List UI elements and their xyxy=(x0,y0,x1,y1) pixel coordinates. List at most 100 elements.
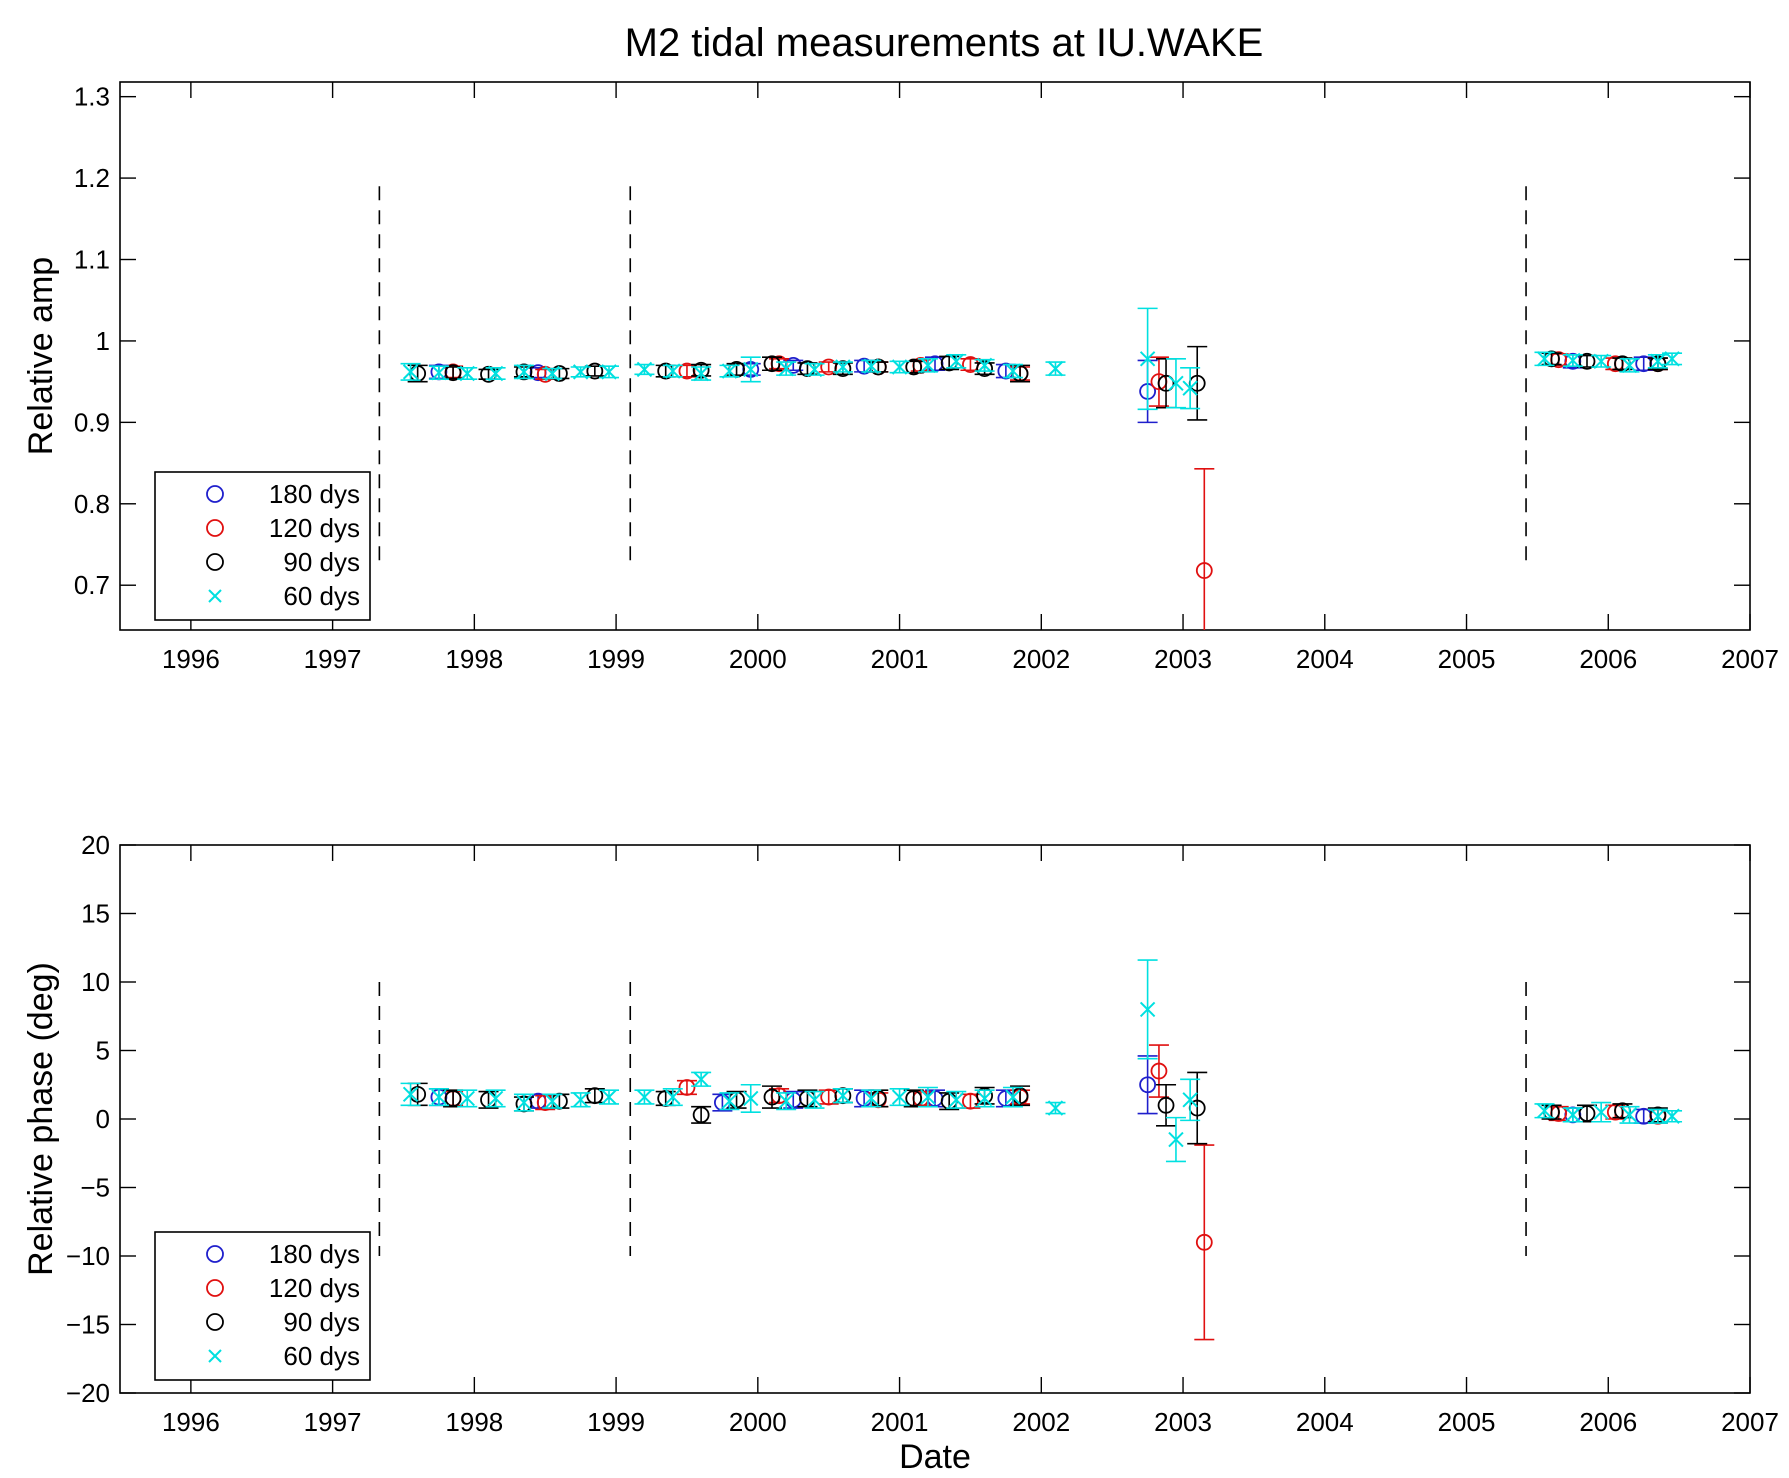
data-point xyxy=(863,358,879,374)
data-point xyxy=(487,1090,504,1107)
x-tick-label: 2003 xyxy=(1154,1407,1212,1437)
data-point-stroke xyxy=(1664,351,1680,367)
data-point-stroke xyxy=(1005,1089,1021,1105)
data-point-stroke xyxy=(402,1086,419,1103)
amplitude-panel: 1996 1997 1998 1999 2000 2001 2002 2003 2004 2005… xyxy=(22,81,1779,674)
data-point xyxy=(1168,375,1184,391)
data-point xyxy=(1578,352,1596,370)
data-point xyxy=(1664,1108,1680,1124)
figure-title: M2 tidal measurements at IU.WAKE xyxy=(625,21,1264,65)
data-point-stroke xyxy=(891,1089,908,1105)
data-point xyxy=(1621,357,1638,374)
data-point xyxy=(1139,351,1156,367)
data-point xyxy=(516,364,532,380)
data-point-stroke xyxy=(1650,353,1666,369)
legend-label: 180 dys xyxy=(269,479,360,509)
series-180-dys xyxy=(428,352,1654,424)
x-tick-label: 2000 xyxy=(729,1407,787,1437)
data-point-stroke xyxy=(806,361,823,378)
data-point-stroke xyxy=(665,363,681,379)
x-tick-label: 2003 xyxy=(1154,644,1212,674)
data-point-stroke xyxy=(863,358,879,374)
data-point-stroke xyxy=(572,1092,589,1108)
data-point xyxy=(402,1086,419,1103)
legend-marker xyxy=(208,1349,222,1363)
data-point-stroke xyxy=(431,1089,447,1105)
data-point xyxy=(431,364,447,381)
data-point-stroke xyxy=(1650,1108,1666,1124)
data-point xyxy=(920,357,936,374)
data-point xyxy=(572,1092,589,1108)
data-point xyxy=(743,1090,759,1107)
data-point-stroke xyxy=(1005,363,1021,379)
data-point xyxy=(806,361,823,378)
data-point xyxy=(665,363,681,379)
legend-label: 120 dys xyxy=(269,1273,360,1303)
data-point xyxy=(763,355,781,373)
data-point xyxy=(863,1090,879,1107)
data-point-stroke xyxy=(835,1088,851,1104)
data-point xyxy=(948,353,964,369)
x-tick-label: 1998 xyxy=(445,1407,503,1437)
data-point-stroke xyxy=(665,1089,681,1105)
data-point-stroke xyxy=(778,360,794,377)
data-point xyxy=(1578,1105,1596,1122)
legend-marker-stroke xyxy=(208,589,222,603)
data-point xyxy=(586,362,604,380)
data-point xyxy=(665,1089,681,1105)
legend-marker xyxy=(206,553,224,571)
legend-marker xyxy=(206,1313,224,1331)
y-tick-label: 0.8 xyxy=(74,489,110,519)
data-point xyxy=(692,1106,710,1124)
data-point-stroke xyxy=(721,363,738,379)
data-point xyxy=(1593,1104,1609,1120)
legend-marker xyxy=(206,1245,224,1263)
data-point-stroke xyxy=(402,364,419,380)
data-point-stroke xyxy=(693,1071,709,1087)
data-point xyxy=(976,357,993,374)
data-point-stroke xyxy=(976,357,993,374)
data-point xyxy=(891,359,908,375)
data-point-stroke xyxy=(1621,1107,1638,1123)
data-point-stroke xyxy=(948,353,964,369)
data-point-stroke xyxy=(487,365,504,382)
x-tick-label: 1996 xyxy=(162,1407,220,1437)
data-point-stroke xyxy=(459,365,475,382)
data-point-stroke xyxy=(976,1090,993,1107)
data-point xyxy=(905,1090,923,1107)
x-tick-label: 2006 xyxy=(1579,644,1637,674)
data-point xyxy=(1565,352,1581,369)
x-tick-label: 2001 xyxy=(871,1407,929,1437)
data-point-stroke xyxy=(516,1094,532,1111)
data-point xyxy=(444,1090,462,1107)
data-point-stroke xyxy=(1593,1104,1609,1120)
x-tick-label: 1998 xyxy=(445,644,503,674)
data-point xyxy=(1593,353,1609,369)
x-tick-label: 2007 xyxy=(1721,644,1779,674)
legend-label: 60 dys xyxy=(283,581,360,611)
data-point-stroke xyxy=(1621,357,1638,374)
data-point xyxy=(1150,1062,1168,1080)
x-tick-label: 1999 xyxy=(587,1407,645,1437)
x-tick-label: 1996 xyxy=(162,644,220,674)
data-point xyxy=(835,359,851,375)
data-point xyxy=(402,364,419,380)
legend-marker xyxy=(206,1279,224,1297)
data-point xyxy=(693,1071,709,1087)
x-tick-label: 2002 xyxy=(1012,644,1070,674)
y-axis-label: Relative amp xyxy=(22,257,60,455)
y-tick-label: 1.1 xyxy=(74,245,110,275)
data-point xyxy=(636,1089,653,1105)
data-point xyxy=(1139,1001,1156,1018)
series-60-dys xyxy=(400,959,1683,1163)
x-tick-label: 2005 xyxy=(1438,1407,1496,1437)
legend-label: 90 dys xyxy=(283,547,360,577)
data-point-stroke xyxy=(636,1089,653,1105)
data-point-stroke xyxy=(721,1093,738,1109)
series-60-dys xyxy=(400,307,1683,411)
legend-marker xyxy=(206,485,224,503)
data-point xyxy=(891,1089,908,1105)
axes-frame xyxy=(119,81,1751,631)
data-point xyxy=(778,1093,794,1109)
